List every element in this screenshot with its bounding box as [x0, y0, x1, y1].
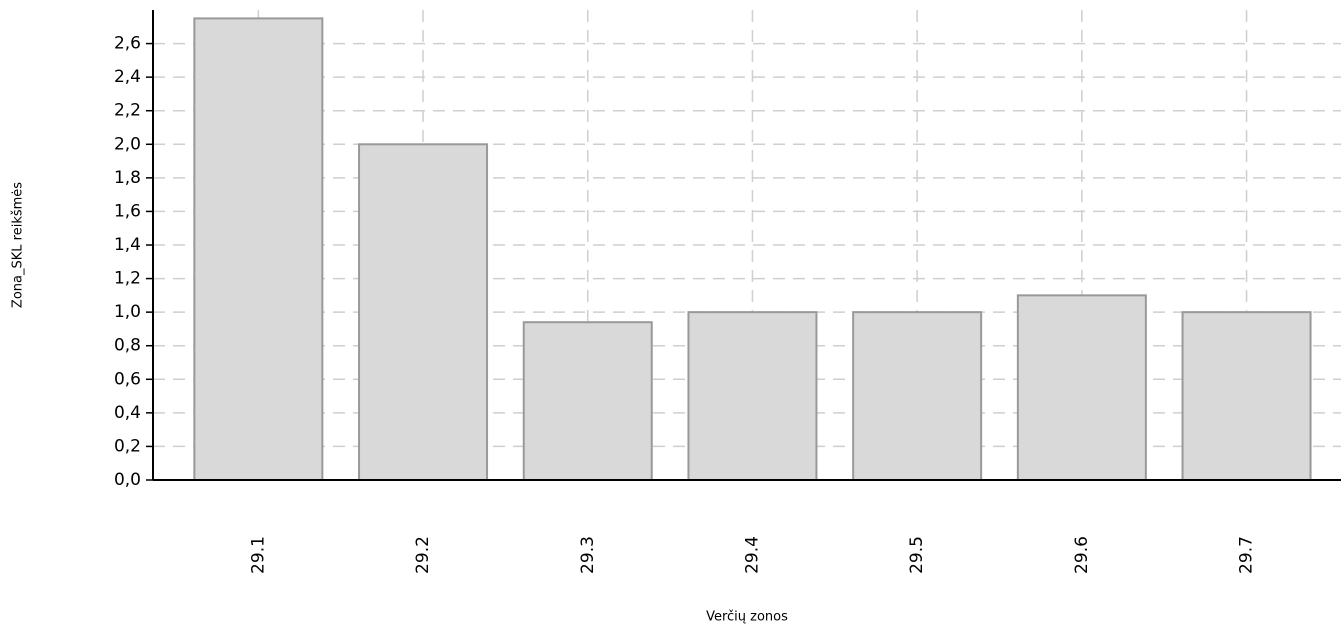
x-tick-label: 29.3 — [578, 536, 598, 574]
bar — [358, 143, 489, 482]
y-tick-label: 1,6 — [114, 201, 141, 221]
y-tick-label: 0,0 — [114, 470, 141, 490]
y-tick-label: 2,2 — [114, 101, 141, 121]
bar — [1016, 294, 1147, 481]
x-axis-title: Verčių zonos — [706, 610, 788, 625]
y-tick-label: 0,4 — [114, 403, 141, 423]
y-tick-label: 0,6 — [114, 369, 141, 389]
y-tick-label: 2,0 — [114, 134, 141, 154]
y-tick-label: 0,2 — [114, 436, 141, 456]
x-tick-label: 29.4 — [742, 536, 762, 574]
y-tick-label: 0,8 — [114, 336, 141, 356]
x-tick-label: 29.5 — [907, 536, 927, 574]
bar — [687, 311, 818, 481]
bar — [522, 321, 653, 482]
y-axis-title: Zona_SKL reikšmės — [11, 182, 26, 308]
y-tick-label: 2,6 — [114, 34, 141, 54]
x-tick-label: 29.2 — [413, 536, 433, 574]
y-tick-label: 1,2 — [114, 269, 141, 289]
bar — [1181, 311, 1312, 481]
bar — [852, 311, 983, 481]
x-tick-label: 29.7 — [1237, 536, 1257, 574]
bar — [193, 17, 324, 482]
y-tick-label: 1,0 — [114, 302, 141, 322]
y-tick-label: 1,8 — [114, 168, 141, 188]
x-tick-label: 29.1 — [248, 536, 268, 574]
x-tick-label: 29.6 — [1072, 536, 1092, 574]
y-tick-label: 1,4 — [114, 235, 141, 255]
y-tick-label: 2,4 — [114, 67, 141, 87]
